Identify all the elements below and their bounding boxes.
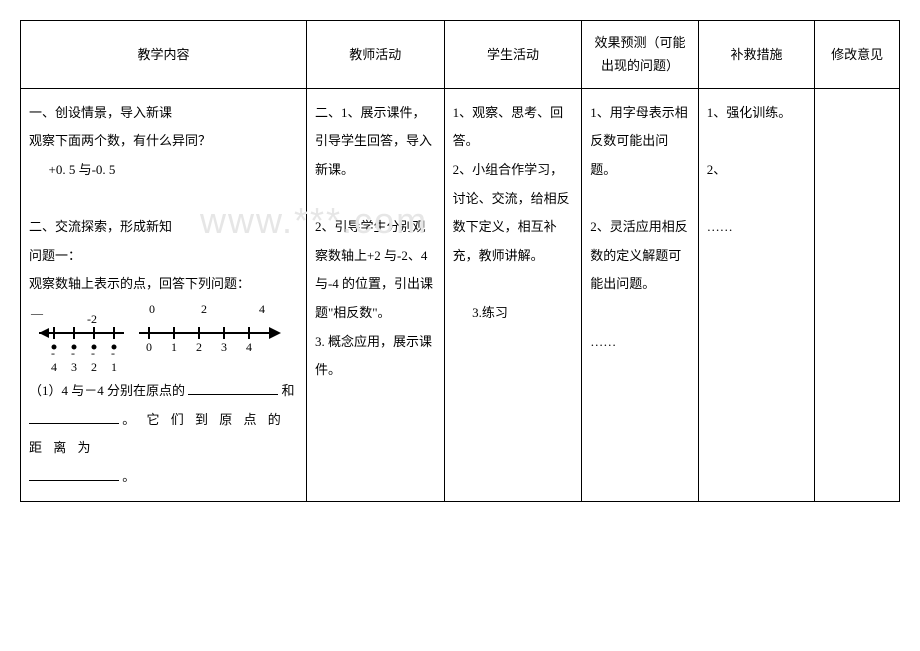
cell-teacher-activity: 二、1、展示课件，引导学生回答，导入新课。 2、引导学生分别观察数轴上+2 与-… [306, 88, 444, 502]
table-body-row: 一、创设情景，导入新课 观察下面两个数，有什么异同？ +0. 5 与-0. 5 … [21, 88, 900, 502]
svg-text:3: 3 [71, 360, 77, 373]
cell-prediction: 1、用字母表示相反数可能出问题。 2、灵活应用相反数的定义解题可能出问题。 …… [582, 88, 698, 502]
section1-line2: +0. 5 与-0. 5 [29, 156, 298, 185]
question1-line1: （1）4 与－4 分别在原点的 和 [29, 377, 298, 406]
predict-line3: …… [590, 328, 689, 357]
predict-line1: 1、用字母表示相反数可能出问题。 [590, 99, 689, 185]
teacher-line2: 2、引导学生分别观察数轴上+2 与-2、4 与-4 的位置，引出课题"相反数"。 [315, 213, 436, 327]
section1-line1: 观察下面两个数，有什么异同？ [29, 127, 298, 156]
cell-remedy: 1、强化训练。 2、 …… [698, 88, 814, 502]
header-prediction: 效果预测（可能出现的问题） [582, 21, 698, 89]
svg-text:1: 1 [171, 340, 177, 354]
blank-1 [188, 381, 278, 395]
blank-3 [29, 467, 119, 481]
number-line-diagram: 0 2 4 [29, 299, 298, 377]
q1-part-a: （1）4 与－4 分别在原点的 [29, 383, 185, 398]
header-revision: 修改意见 [815, 21, 900, 89]
svg-text:2: 2 [201, 303, 207, 316]
svg-text:-: - [51, 346, 55, 360]
remedy-line1: 1、强化训练。 [707, 99, 806, 128]
remedy-line3: …… [707, 213, 806, 242]
svg-text:—: — [30, 306, 44, 320]
number-line-svg: 0 2 4 [29, 303, 283, 373]
question1-line2: 。 它 们 到 原 点 的 距 离 为 [29, 406, 298, 463]
section1-title: 一、创设情景，导入新课 [29, 99, 298, 128]
student-line3: 3.练习 [453, 299, 574, 328]
section2-q1-text: 观察数轴上表示的点，回答下列问题： [29, 270, 298, 299]
q1-part-b: 和 [282, 383, 295, 398]
header-remedy: 补救措施 [698, 21, 814, 89]
student-line2: 2、小组合作学习，讨论、交流，给相反数下定义，相互补充，教师讲解。 [453, 156, 574, 270]
q1-part-d: 。 [122, 469, 135, 484]
svg-text:2: 2 [91, 360, 97, 373]
predict-line2: 2、灵活应用相反数的定义解题可能出问题。 [590, 213, 689, 299]
svg-text:4: 4 [259, 303, 265, 316]
header-content: 教学内容 [21, 21, 307, 89]
teacher-line1: 二、1、展示课件，引导学生回答，导入新课。 [315, 99, 436, 185]
table-header-row: 教学内容 教师活动 学生活动 效果预测（可能出现的问题） 补救措施 修改意见 [21, 21, 900, 89]
question1-line3: 。 [29, 463, 298, 492]
svg-text:0: 0 [149, 303, 155, 316]
student-line1: 1、观察、思考、回答。 [453, 99, 574, 156]
svg-text:4: 4 [51, 360, 57, 373]
cell-student-activity: 1、观察、思考、回答。 2、小组合作学习，讨论、交流，给相反数下定义，相互补充，… [444, 88, 582, 502]
svg-text:4: 4 [246, 340, 252, 354]
teacher-line3: 3. 概念应用，展示课件。 [315, 328, 436, 385]
svg-text:-2: -2 [87, 312, 97, 326]
svg-text:3: 3 [221, 340, 227, 354]
svg-text:-: - [71, 346, 75, 360]
header-student: 学生活动 [444, 21, 582, 89]
lesson-plan-table: 教学内容 教师活动 学生活动 效果预测（可能出现的问题） 补救措施 修改意见 一… [20, 20, 900, 502]
svg-text:1: 1 [111, 360, 117, 373]
svg-text:-: - [111, 346, 115, 360]
header-teacher: 教师活动 [306, 21, 444, 89]
section2-q1: 问题一： [29, 242, 298, 271]
svg-text:0: 0 [146, 340, 152, 354]
cell-revision [815, 88, 900, 502]
cell-teaching-content: 一、创设情景，导入新课 观察下面两个数，有什么异同？ +0. 5 与-0. 5 … [21, 88, 307, 502]
svg-text:2: 2 [196, 340, 202, 354]
svg-text:-: - [91, 346, 95, 360]
section2-title: 二、交流探索，形成新知 [29, 213, 298, 242]
remedy-line2: 2、 [707, 156, 806, 185]
blank-2 [29, 410, 119, 424]
